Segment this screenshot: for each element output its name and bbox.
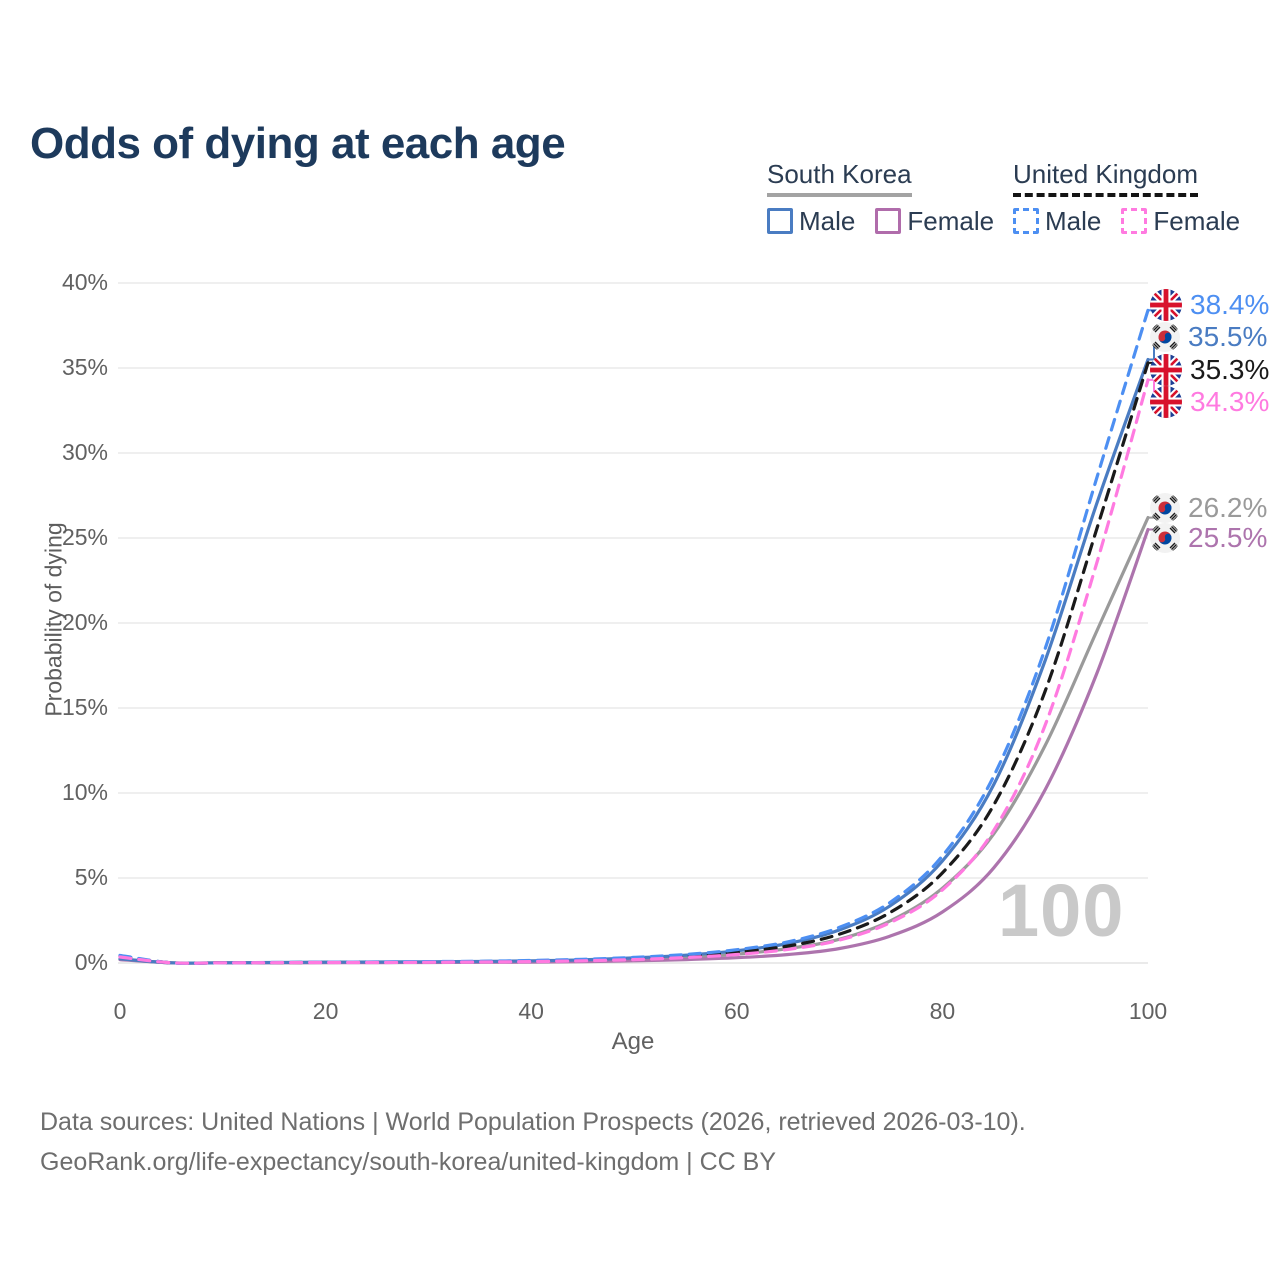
uk-flag-icon	[1150, 386, 1182, 418]
uk-flag-icon	[1150, 289, 1182, 321]
end-value-sk-male: 35.5%	[1188, 321, 1268, 352]
series-line-south-korea-male	[118, 357, 1150, 965]
legend-label-uk-female: Female	[1153, 205, 1241, 236]
legend-label-sk-female: Female	[907, 205, 995, 236]
legend-label-sk-male: Male	[799, 205, 856, 236]
x-tick-label: 100	[1128, 998, 1168, 1024]
south-korea-flag-icon	[1150, 523, 1180, 553]
y-tick-label: 15%	[61, 694, 108, 720]
legend-item-sk-male: Male	[767, 206, 855, 237]
end-value-uk-male: 38.4%	[1190, 289, 1270, 320]
end-label-uk-male: 38.4%	[1150, 287, 1269, 323]
south-korea-flag-icon	[1150, 322, 1180, 352]
y-tick-label: 10%	[61, 779, 108, 805]
x-axis-title: Age	[611, 1028, 655, 1055]
y-tick-label: 5%	[74, 864, 108, 890]
y-tick-label: 25%	[61, 524, 108, 550]
end-label-sk-female: 25.5%	[1150, 520, 1267, 556]
uk-female-swatch-icon	[1121, 208, 1148, 235]
legend-country-south-korea: South Korea	[767, 160, 912, 197]
y-tick-label: 0%	[74, 949, 108, 975]
x-tick-label: 40	[518, 998, 544, 1024]
end-value-sk-female: 25.5%	[1188, 522, 1268, 553]
age-watermark: 100	[998, 869, 1125, 952]
y-tick-label: 40%	[61, 269, 108, 295]
end-label-sk-all: 26.2%	[1150, 490, 1267, 526]
end-label-uk-all: 35.3%	[1150, 352, 1269, 388]
uk-flag-icon	[1150, 354, 1182, 386]
series-line-united-kingdom-female	[118, 378, 1150, 965]
legend-label-uk-male: Male	[1045, 205, 1102, 236]
end-value-uk-female: 34.3%	[1190, 386, 1270, 417]
end-label-sk-male: 35.5%	[1150, 319, 1267, 355]
series-line-south-korea-female	[118, 527, 1150, 965]
end-value-uk-all: 35.3%	[1190, 354, 1270, 385]
x-tick-label: 0	[113, 998, 127, 1024]
end-label-uk-female: 34.3%	[1150, 384, 1269, 420]
y-axis-title: Probability of dying	[40, 522, 67, 717]
legend-item-uk-male: Male	[1013, 206, 1101, 237]
x-tick-label: 80	[929, 998, 956, 1024]
end-value-sk-all: 26.2%	[1188, 492, 1268, 523]
sk-female-swatch-icon	[875, 208, 902, 235]
attribution-text: GeoRank.org/life-expectancy/south-korea/…	[40, 1148, 777, 1176]
page-title: Odds of dying at each age	[30, 119, 566, 169]
data-sources-text: Data sources: United Nations | World Pop…	[40, 1108, 1026, 1136]
y-tick-label: 30%	[61, 439, 108, 465]
y-tick-label: 20%	[61, 609, 108, 635]
legend-group-south-korea: South Korea Male Female	[767, 160, 1014, 237]
sk-male-swatch-icon	[767, 208, 793, 235]
legend-item-sk-female: Female	[875, 206, 994, 237]
legend-item-uk-female: Female	[1121, 206, 1240, 237]
x-tick-label: 60	[724, 998, 750, 1024]
legend-country-united-kingdom: United Kingdom	[1013, 160, 1198, 197]
south-korea-flag-icon	[1150, 493, 1180, 523]
legend-group-united-kingdom: United Kingdom Male Female	[1013, 160, 1260, 237]
x-tick-label: 20	[312, 998, 339, 1024]
y-tick-label: 35%	[61, 354, 108, 380]
uk-male-swatch-icon	[1013, 208, 1039, 235]
series-line-south-korea-both-sexes	[118, 516, 1150, 965]
